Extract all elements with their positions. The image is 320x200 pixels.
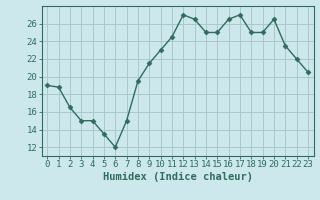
X-axis label: Humidex (Indice chaleur): Humidex (Indice chaleur)	[103, 172, 252, 182]
